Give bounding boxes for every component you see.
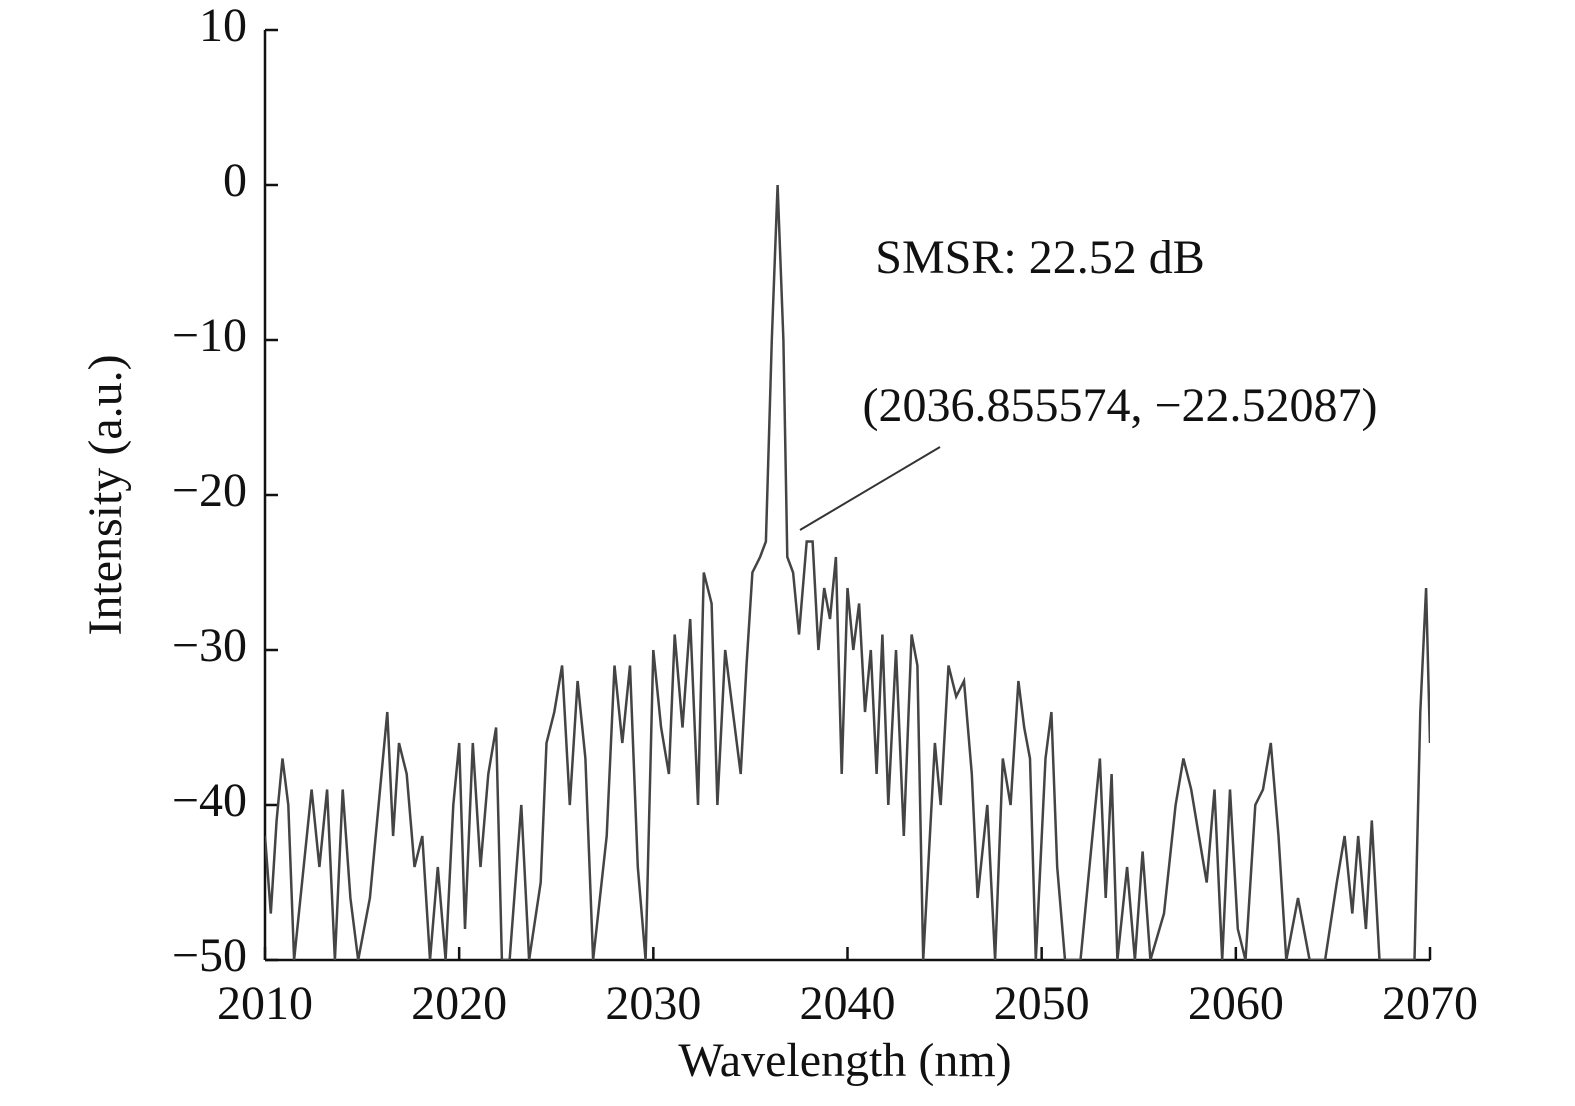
x-tick-label: 2030 — [605, 977, 701, 1030]
y-tick-label: −10 — [172, 309, 247, 362]
x-tick-label: 2040 — [800, 977, 896, 1030]
annotation: (2036.855574, −22.52087) — [862, 379, 1377, 432]
y-tick-label: −50 — [172, 929, 247, 982]
y-tick-label: −20 — [172, 464, 247, 517]
x-tick-label: 2020 — [411, 977, 507, 1030]
y-tick-label: −40 — [172, 774, 247, 827]
y-tick-label: 10 — [199, 0, 247, 52]
y-tick-label: 0 — [223, 154, 247, 207]
spectrum-line — [265, 184, 1430, 960]
x-tick-label: 2010 — [217, 977, 313, 1030]
x-tick-label: 2070 — [1382, 977, 1478, 1030]
y-tick-label: −30 — [172, 619, 247, 672]
y-axis-label: Intensity (a.u.) — [79, 354, 132, 635]
x-tick-label: 2050 — [994, 977, 1090, 1030]
annotation-leader — [799, 446, 941, 531]
x-tick-label: 2060 — [1188, 977, 1284, 1030]
annotation: SMSR: 22.52 dB — [875, 231, 1204, 284]
x-axis-label: Wavelength (nm) — [678, 1034, 1011, 1087]
